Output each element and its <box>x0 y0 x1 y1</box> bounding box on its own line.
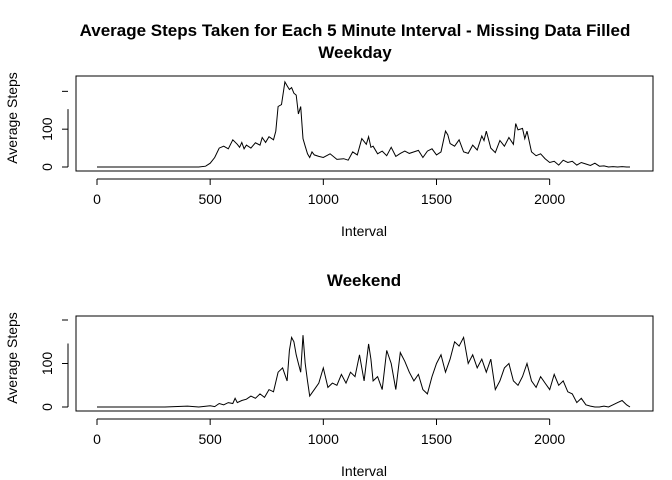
x-tick-label: 2000 <box>534 431 565 447</box>
x-tick-label: 500 <box>198 431 222 447</box>
y-tick-label: 0 <box>39 403 55 411</box>
x-axis: 0 500 1000 1500 2000 <box>93 418 565 447</box>
x-axis: 0 500 1000 1500 2000 <box>93 178 565 207</box>
panel1-title: Weekday <box>318 43 392 62</box>
plot-frame <box>75 75 654 172</box>
y-axis: 0 100 <box>39 319 69 411</box>
x-tick-label: 2000 <box>534 191 565 207</box>
y-tick-label: 100 <box>39 352 55 376</box>
data-line <box>97 335 631 408</box>
y-tick-label: 0 <box>39 163 55 171</box>
panel2-title: Weekend <box>327 271 401 290</box>
x-tick-label: 1000 <box>308 431 339 447</box>
x-axis-label: Interval <box>341 463 387 479</box>
x-axis-label: Interval <box>341 223 387 239</box>
data-line <box>97 80 630 168</box>
weekday-panel: 0 500 1000 1500 2000 0 100 Interval Average S… <box>4 72 654 239</box>
x-tick-label: 1500 <box>421 191 452 207</box>
plot-frame <box>75 315 654 412</box>
x-tick-label: 0 <box>93 191 101 207</box>
x-tick-label: 1500 <box>421 431 452 447</box>
y-tick-label: 100 <box>39 117 55 141</box>
weekend-panel: Weekend 0 500 1000 1500 2000 0 100 Interval A… <box>4 271 654 479</box>
y-axis-label: Average Steps <box>4 312 20 404</box>
figure-title: Average Steps Taken for Each 5 Minute In… <box>80 21 631 40</box>
x-tick-label: 500 <box>198 191 222 207</box>
y-axis: 0 100 <box>39 90 69 171</box>
y-axis-label: Average Steps <box>4 72 20 164</box>
x-tick-label: 0 <box>93 431 101 447</box>
x-tick-label: 1000 <box>308 191 339 207</box>
